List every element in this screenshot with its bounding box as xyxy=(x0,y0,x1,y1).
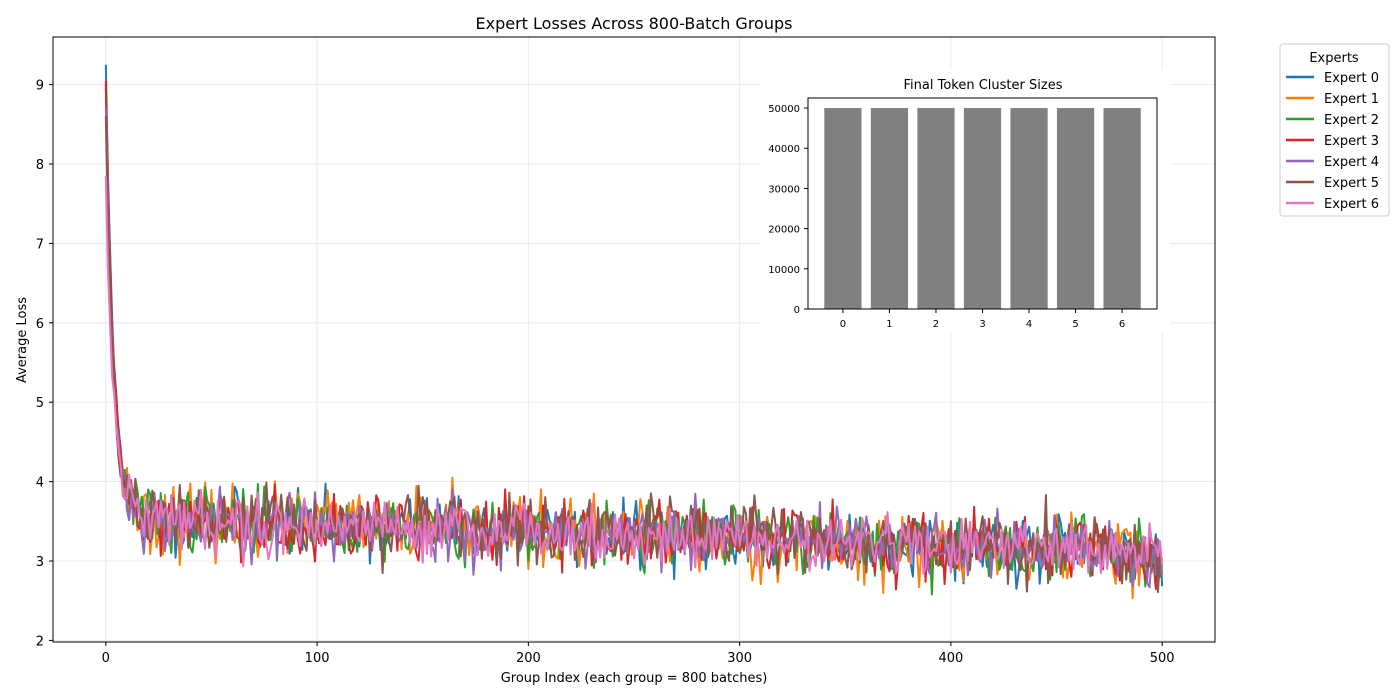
inset-bar xyxy=(1056,108,1095,309)
main-y-tick-label: 4 xyxy=(36,476,44,491)
inset-x-tick-label: 3 xyxy=(979,319,985,330)
main-plot-frame xyxy=(52,36,1216,643)
inset-x-tick-label: 5 xyxy=(1072,319,1078,330)
legend-label: Expert 1 xyxy=(1324,92,1379,107)
inset-bar xyxy=(963,108,1002,309)
inset-y-tick-label: 40000 xyxy=(768,144,800,155)
legend-entries: Expert 0 Expert 1 Expert 2 Expert 3 Expert 4… xyxy=(1286,71,1379,212)
inset-bar xyxy=(1010,108,1048,309)
main-y-axis-label: Average Loss xyxy=(15,297,30,383)
main-x-tick-label: 100 xyxy=(305,651,330,666)
main-y-tick-label: 8 xyxy=(36,158,44,173)
inset-y-tick-label: 10000 xyxy=(768,265,800,276)
inset-y-tick-label: 0 xyxy=(794,305,800,316)
inset-y-tick-label: 30000 xyxy=(768,184,800,195)
main-y-tick-label: 3 xyxy=(36,555,44,570)
legend-label: Expert 5 xyxy=(1324,176,1379,191)
main-chart-title: Expert Losses Across 800-Batch Groups xyxy=(476,14,793,33)
legend-label: Expert 4 xyxy=(1324,155,1379,170)
main-x-tick-label: 300 xyxy=(727,651,752,666)
main-series-lines xyxy=(104,64,1164,600)
series-line xyxy=(104,175,1164,575)
series-line xyxy=(104,116,1164,594)
main-x-tick-label: 0 xyxy=(102,651,110,666)
main-y-tick-label: 7 xyxy=(36,237,44,252)
legend-label: Expert 0 xyxy=(1324,71,1379,86)
inset-y-tick-label: 50000 xyxy=(768,104,800,115)
legend-box xyxy=(1279,43,1390,217)
inset-x-ticks: 0 1 2 3 4 5 6 xyxy=(840,309,1125,330)
inset-x-tick-label: 2 xyxy=(933,319,939,330)
main-y-ticks: 2 3 4 5 6 7 8 9 xyxy=(36,79,53,649)
main-x-ticks: 0 100 200 300 400 500 xyxy=(102,642,1175,666)
legend-label: Expert 6 xyxy=(1324,197,1379,212)
inset-x-tick-label: 0 xyxy=(840,319,846,330)
inset-bar xyxy=(917,108,955,309)
inset-bar xyxy=(870,108,909,309)
inset-bars xyxy=(824,108,1141,309)
inset-x-tick-label: 4 xyxy=(1026,319,1032,330)
inset-x-tick-label: 6 xyxy=(1119,319,1125,330)
inset-bar-chart: Final Token Cluster Sizes 0 1 2 3 4 5 6 0 10000… xyxy=(760,70,1170,332)
main-y-tick-label: 5 xyxy=(36,396,44,411)
legend: Experts Expert 0 Expert 1 Expert 2 Expert 3… xyxy=(1279,43,1390,217)
legend-label: Expert 3 xyxy=(1324,134,1379,149)
main-y-tick-label: 2 xyxy=(36,634,44,649)
inset-bar xyxy=(824,108,862,309)
main-x-tick-label: 200 xyxy=(516,651,541,666)
inset-y-tick-label: 20000 xyxy=(768,225,800,236)
main-y-tick-label: 9 xyxy=(36,79,44,94)
main-x-tick-label: 400 xyxy=(938,651,963,666)
inset-bar xyxy=(1103,108,1141,309)
inset-x-tick-label: 1 xyxy=(886,319,892,330)
main-x-tick-label: 500 xyxy=(1150,651,1175,666)
legend-label: Expert 2 xyxy=(1324,113,1379,128)
main-x-axis-label: Group Index (each group = 800 batches) xyxy=(501,671,768,686)
main-y-tick-label: 6 xyxy=(36,317,44,332)
inset-chart-title: Final Token Cluster Sizes xyxy=(904,78,1063,93)
legend-title: Experts xyxy=(1309,51,1359,66)
inset-y-ticks: 0 10000 20000 30000 40000 50000 xyxy=(768,104,808,316)
